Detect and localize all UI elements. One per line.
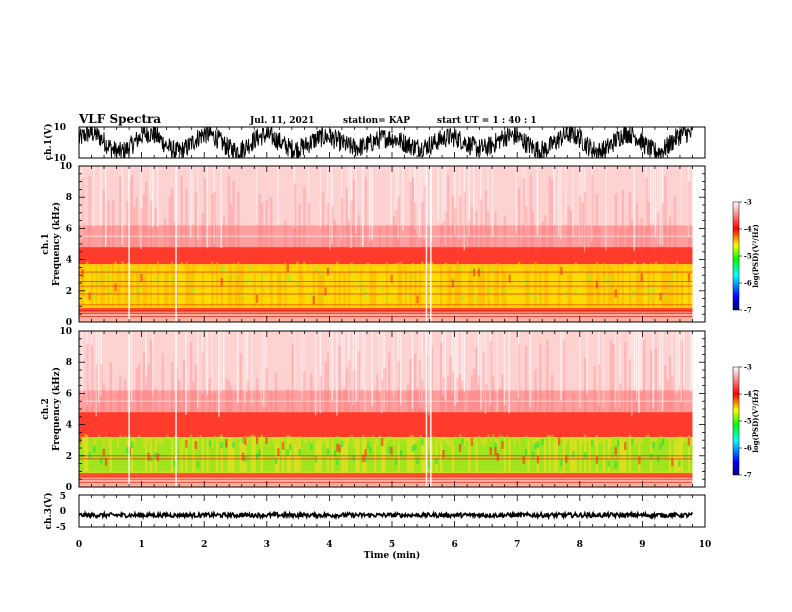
colorbar-tick-label: -7: [744, 306, 752, 315]
colorbar-tick-label: -5: [744, 252, 752, 261]
colorbar-tick-label: -4: [744, 225, 752, 234]
figure-title: VLF Spectra: [78, 112, 161, 126]
ch2-spectrogram-ylabel-line1: ch.2: [41, 398, 51, 419]
ch3-waveform-panel: 5 0 -5 ch.3(V): [43, 492, 706, 533]
ch1-ytick-top: 10: [53, 123, 66, 133]
time-tick-label: 5: [389, 540, 395, 550]
ch3-ytick-bottom: -5: [56, 523, 66, 533]
ch3-ytick-mid: 0: [60, 507, 66, 517]
ch1-spectrogram-panel: 0 2 4 6 8 10 ch.1 Frequency (kHz) -3 -4 -5 -6 -7 …: [41, 162, 760, 328]
time-axis: 0 1 2 3 4 5 6 7 8 9 10: [76, 127, 711, 550]
colorbar-tick-label: -5: [744, 417, 752, 426]
ch1-waveform-trace: [79, 127, 693, 158]
frequency-tick-label: 8: [66, 358, 72, 368]
colorbar-tick-label: -6: [744, 279, 752, 288]
frequency-tick-label: 0: [66, 483, 72, 493]
time-tick-label: 2: [201, 540, 207, 550]
time-tick-label: 1: [138, 540, 144, 550]
time-tick-label: 3: [264, 540, 270, 550]
ch3-waveform-trace: [79, 509, 694, 521]
ch1-colorbar: -3 -4 -5 -6 -7 log(PSD)(V²/Hz): [732, 198, 760, 315]
ch1-spectrogram-ylabel-line2: Frequency (kHz): [51, 202, 62, 286]
colorbar-tick-label: -7: [744, 471, 752, 480]
ch3-ytick-top: 5: [60, 492, 66, 502]
frequency-tick-label: 10: [59, 327, 72, 337]
start-ut-label: start UT = 1 : 40 : 1: [437, 116, 537, 126]
frequency-tick-label: 6: [66, 224, 72, 234]
ch1-colorbar-gradient: [732, 201, 740, 311]
time-tick-label: 8: [577, 540, 583, 550]
ch1-ytick-bottom: -10: [50, 154, 66, 164]
time-tick-label: 7: [514, 540, 520, 550]
ch1-waveform-ylabel: ch.1(V): [43, 124, 54, 161]
ch2-colorbar-label: log(PSD)(V²/Hz): [751, 389, 760, 453]
ch1-spectrogram-image: [79, 166, 693, 322]
frequency-tick-label: 8: [66, 193, 72, 203]
ch2-spectrogram-image: [79, 331, 693, 487]
time-tick-label: 6: [451, 540, 457, 550]
ch2-colorbar: -3 -4 -5 -6 -7 log(PSD)(V²/Hz): [732, 363, 760, 480]
time-tick-label: 4: [326, 540, 332, 550]
ch1-waveform-panel: 10 -10 ch.1(V): [43, 123, 706, 164]
frequency-tick-label: 2: [66, 452, 72, 462]
date-label: Jul. 11, 2021: [249, 116, 314, 126]
colorbar-tick-label: -3: [744, 198, 752, 207]
time-tick-label: 10: [699, 540, 712, 550]
frequency-tick-label: 4: [66, 421, 72, 431]
frequency-tick-label: 4: [66, 256, 72, 266]
time-tick-label: 0: [76, 540, 82, 550]
time-tick-label: 9: [639, 540, 645, 550]
time-axis-label: Time (min): [364, 550, 421, 561]
colorbar-tick-label: -6: [744, 444, 752, 453]
frequency-tick-label: 0: [66, 318, 72, 328]
station-label: station= KAP: [343, 116, 410, 126]
frequency-tick-label: 6: [66, 389, 72, 399]
ch2-spectrogram-panel: 0 2 4 6 8 10 ch.2 Frequency (kHz) -3 -4 -5 -6 -7 …: [41, 327, 760, 493]
colorbar-tick-label: -4: [744, 390, 752, 399]
ch1-colorbar-label: log(PSD)(V²/Hz): [751, 224, 760, 288]
ch3-waveform-ylabel: ch.3(V): [43, 493, 54, 530]
frequency-tick-label: 2: [66, 287, 72, 297]
ch2-colorbar-gradient: [732, 366, 740, 476]
ch1-spectrogram-ylabel-line1: ch.1: [41, 233, 51, 254]
colorbar-tick-label: -3: [744, 363, 752, 372]
ch2-spectrogram-ylabel-line2: Frequency (kHz): [51, 367, 62, 451]
frequency-tick-label: 10: [59, 162, 72, 172]
